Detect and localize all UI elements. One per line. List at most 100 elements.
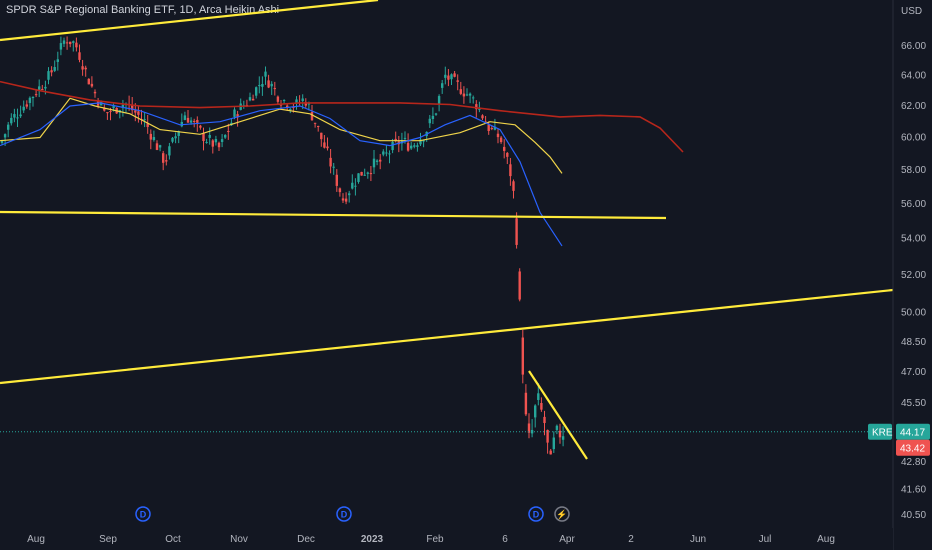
candle-body — [351, 182, 354, 189]
candle-body — [462, 93, 466, 97]
candle-body — [301, 98, 304, 102]
symbol-badge — [868, 423, 892, 440]
prev-close-badge — [896, 439, 930, 456]
candle-body — [199, 125, 202, 128]
candle-body — [558, 430, 562, 438]
candle-body — [441, 83, 444, 88]
candle-body — [431, 115, 435, 120]
candle-body — [134, 110, 137, 113]
trendline[interactable] — [0, 288, 894, 385]
candle-body — [220, 139, 224, 142]
candle-body — [295, 99, 298, 103]
candle-body — [121, 104, 125, 109]
candle-body — [360, 171, 363, 176]
dividend-event-icon[interactable] — [135, 506, 151, 522]
candle-body — [289, 109, 292, 111]
candle-body — [437, 96, 441, 104]
candle-body — [87, 78, 90, 85]
candle-body — [38, 86, 41, 92]
x-tick-label: Jul — [759, 534, 772, 545]
event-markers[interactable]: D D D ⚡ — [135, 506, 570, 522]
candle-body — [403, 137, 407, 139]
ma-short-line[interactable] — [0, 97, 563, 174]
x-tick-label: Apr — [559, 534, 575, 545]
event-marker-label: D — [140, 510, 147, 520]
candle-body — [62, 40, 66, 44]
x-tick-label: 2 — [628, 534, 634, 545]
candle-body — [375, 160, 379, 162]
candle-body — [481, 115, 484, 119]
candle-body — [13, 114, 16, 118]
candle-body — [518, 271, 521, 300]
candle-body — [137, 111, 140, 115]
moving-averages-layer — [0, 80, 684, 247]
candle-body — [406, 142, 410, 151]
candle-body — [549, 450, 552, 455]
y-tick-label: 42.80 — [901, 457, 926, 468]
candle-body — [292, 106, 295, 108]
trendline[interactable] — [528, 370, 588, 460]
x-tick-label: Oct — [165, 534, 181, 545]
ma-long-line[interactable] — [0, 80, 684, 153]
y-tick-label: 60.00 — [901, 133, 926, 144]
candle-body — [165, 160, 168, 162]
x-tick-label: Dec — [297, 534, 315, 545]
trendlines-layer[interactable] — [0, 0, 894, 460]
candle-body — [332, 166, 335, 168]
trendline[interactable] — [0, 210, 667, 220]
candle-body — [56, 59, 59, 62]
candle-body — [53, 67, 56, 71]
candle-body — [106, 112, 109, 114]
x-tick-label: 6 — [502, 534, 508, 545]
candle-body — [527, 423, 531, 433]
dividend-event-icon[interactable] — [528, 506, 544, 522]
candle-body — [84, 67, 87, 70]
y-tick-label: 48.50 — [901, 337, 926, 348]
x-tick-label: 2023 — [361, 534, 384, 545]
candle-body — [158, 145, 162, 148]
candle-body — [186, 117, 190, 123]
candle-body — [224, 134, 227, 138]
candle-body — [317, 125, 320, 127]
y-tick-label: 66.00 — [901, 41, 926, 52]
candle-body — [487, 124, 490, 131]
candle-body — [434, 113, 438, 115]
trendline[interactable] — [0, 0, 379, 42]
candle-body — [444, 74, 447, 78]
candle-body — [335, 174, 338, 186]
candle-body — [338, 188, 342, 193]
candle-body — [385, 152, 388, 154]
candle-body — [499, 137, 503, 143]
candle-body — [270, 83, 273, 87]
candle-body — [264, 71, 267, 77]
candle-body — [366, 172, 369, 174]
candle-body — [28, 97, 32, 103]
candle-body — [273, 88, 276, 90]
candle-body — [211, 140, 214, 147]
candle-body — [59, 43, 63, 50]
split-event-icon[interactable] — [554, 506, 570, 522]
candle-body — [447, 75, 450, 80]
candle-body — [450, 74, 453, 80]
candle-body — [196, 119, 199, 123]
candle-body — [109, 111, 112, 113]
ma-medium-line[interactable] — [0, 102, 563, 247]
candle-body — [261, 83, 264, 87]
x-tick-label: Sep — [99, 534, 117, 545]
x-axis[interactable]: Aug Sep Oct Nov Dec 2023 Feb 6 Apr 2 Jun Jul Aug — [0, 528, 893, 550]
candle-body — [205, 141, 208, 143]
y-tick-label: 64.00 — [901, 71, 926, 82]
dividend-event-icon[interactable] — [336, 506, 352, 522]
candle-body — [394, 138, 397, 141]
candle-body — [31, 96, 35, 99]
candle-body — [354, 185, 357, 187]
candle-body — [146, 123, 149, 127]
candle-body — [379, 159, 382, 162]
candle-body — [193, 120, 196, 122]
candle-body — [419, 139, 422, 145]
candle-body — [543, 416, 546, 424]
x-tick-label: Aug — [817, 534, 835, 545]
candle-body — [78, 52, 81, 60]
